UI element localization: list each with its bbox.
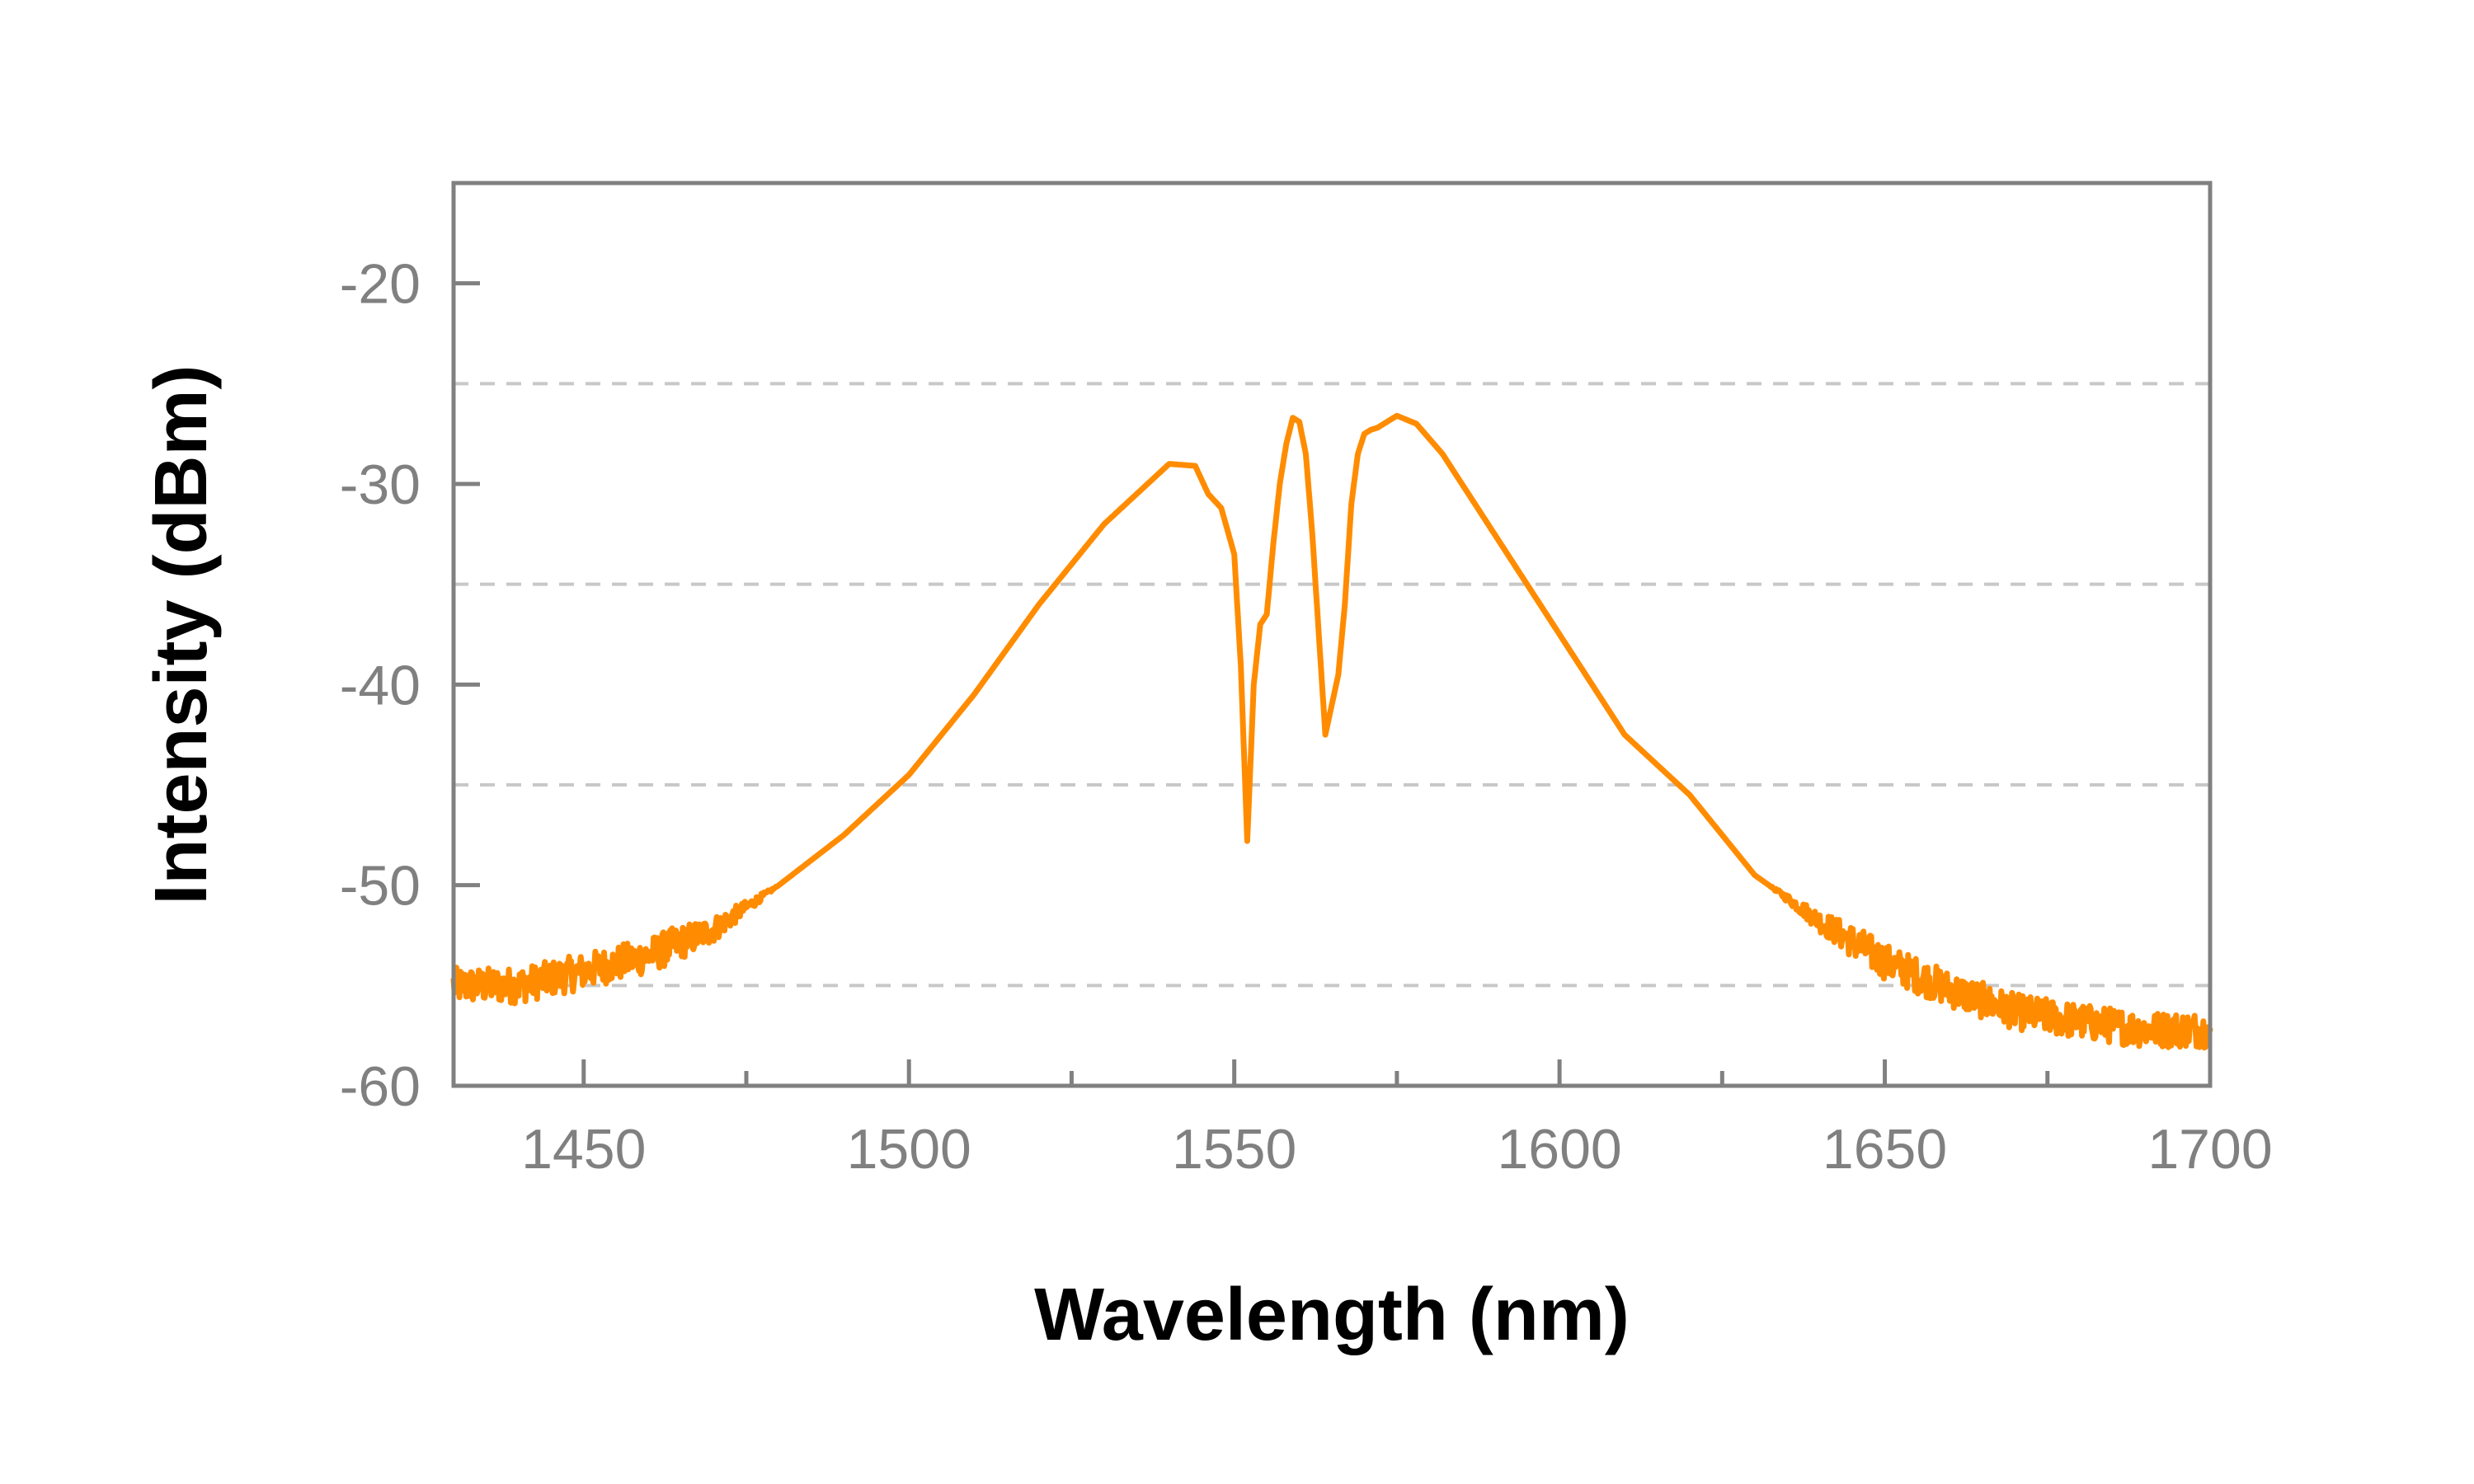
x-tick-label-1500: 1500 [847,1118,971,1181]
y-tick-label--60: -60 [340,1055,421,1118]
y-tick-label--30: -30 [340,453,421,516]
x-tick-label-1700: 1700 [2147,1118,2272,1181]
y-tick-label--50: -50 [340,855,421,918]
y-tick-label--20: -20 [340,253,421,316]
y-axis-title: Intensity (dBm) [140,364,223,904]
plot-area-frame [451,181,2213,1088]
x-axis-title: Wavelength (nm) [1034,1274,1630,1356]
x-tick-label-1550: 1550 [1172,1118,1296,1181]
tick-labels: 1450 1500 1550 1600 1650 1700 -60 -50 -40 -30 -20 [340,253,2273,1181]
x-tick-label-1600: 1600 [1497,1118,1621,1181]
spectrum-line [450,412,2213,1051]
y-tick-label--40: -40 [340,654,421,716]
axis-ticks [454,281,2213,1088]
series-layer [450,412,2213,1051]
x-tick-label-1650: 1650 [1823,1118,1947,1181]
x-tick-label-1450: 1450 [521,1118,646,1181]
gridlines [454,382,2210,988]
